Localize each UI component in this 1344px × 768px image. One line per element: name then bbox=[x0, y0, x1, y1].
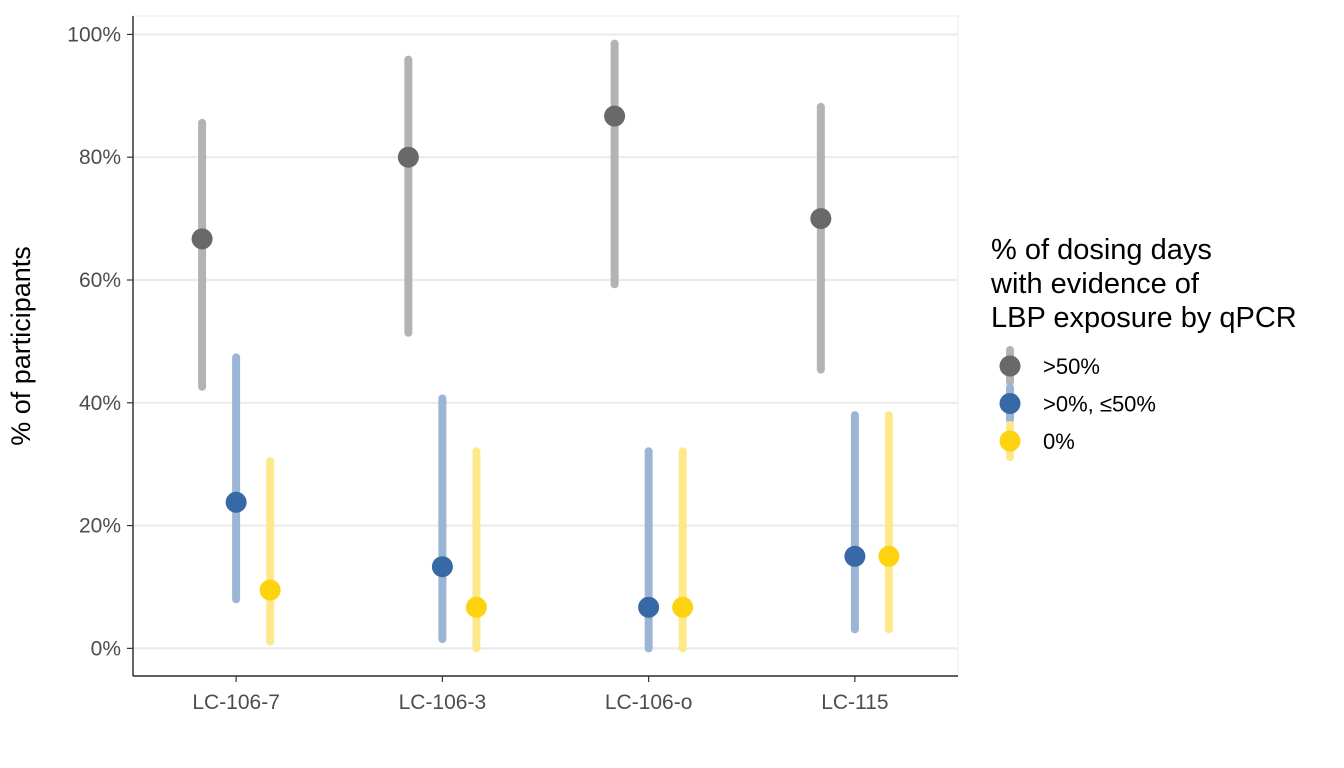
y-tick-label: 40% bbox=[79, 392, 121, 415]
legend-title-line: % of dosing days bbox=[991, 234, 1212, 266]
data-point bbox=[810, 208, 832, 230]
x-ticks: LC-106-7 LC-106-3 LC-106-o LC-115 bbox=[192, 676, 889, 714]
data-point bbox=[878, 545, 900, 567]
x-tick-label: LC-115 bbox=[821, 691, 888, 714]
y-tick-label: 80% bbox=[79, 146, 121, 169]
legend-key-point bbox=[999, 393, 1021, 414]
series-group bbox=[191, 39, 832, 391]
plot-panel bbox=[132, 15, 959, 677]
data-point bbox=[225, 491, 247, 513]
legend-label: >0%, ≤50% bbox=[1043, 392, 1156, 417]
legend-title-line: with evidence of bbox=[990, 268, 1200, 300]
x-tick-label: LC-106-7 bbox=[192, 691, 280, 714]
series-layer bbox=[191, 39, 900, 653]
y-tick-label: 60% bbox=[79, 269, 121, 292]
legend-key-point bbox=[999, 355, 1021, 377]
x-tick-label: LC-106-o bbox=[605, 691, 693, 714]
legend-title-line: LBP exposure by qPCR bbox=[991, 302, 1297, 334]
legend-label: 0% bbox=[1043, 429, 1075, 454]
y-tick-label: 100% bbox=[67, 23, 121, 46]
data-point bbox=[672, 596, 694, 618]
legend-label: >50% bbox=[1043, 354, 1100, 379]
legend-key-point bbox=[999, 430, 1021, 452]
x-tick-label: LC-106-3 bbox=[399, 691, 487, 714]
data-point bbox=[397, 146, 419, 168]
y-tick-label: 0% bbox=[91, 637, 121, 660]
data-point bbox=[844, 545, 866, 567]
y-ticks: 0% 20% 40% 60% 80% 100% bbox=[67, 23, 133, 660]
data-point bbox=[259, 579, 281, 601]
legend-key bbox=[999, 421, 1021, 461]
y-axis-title: % of participants bbox=[6, 246, 36, 446]
axes bbox=[132, 16, 958, 677]
data-point bbox=[638, 596, 660, 618]
data-point bbox=[604, 105, 626, 127]
legend-key bbox=[999, 383, 1021, 424]
data-point bbox=[191, 228, 213, 250]
legend-key bbox=[999, 346, 1021, 386]
y-tick-label: 20% bbox=[79, 515, 121, 538]
data-point bbox=[465, 596, 487, 618]
series-group bbox=[259, 411, 900, 653]
series-group bbox=[225, 353, 866, 653]
data-point bbox=[431, 556, 453, 578]
